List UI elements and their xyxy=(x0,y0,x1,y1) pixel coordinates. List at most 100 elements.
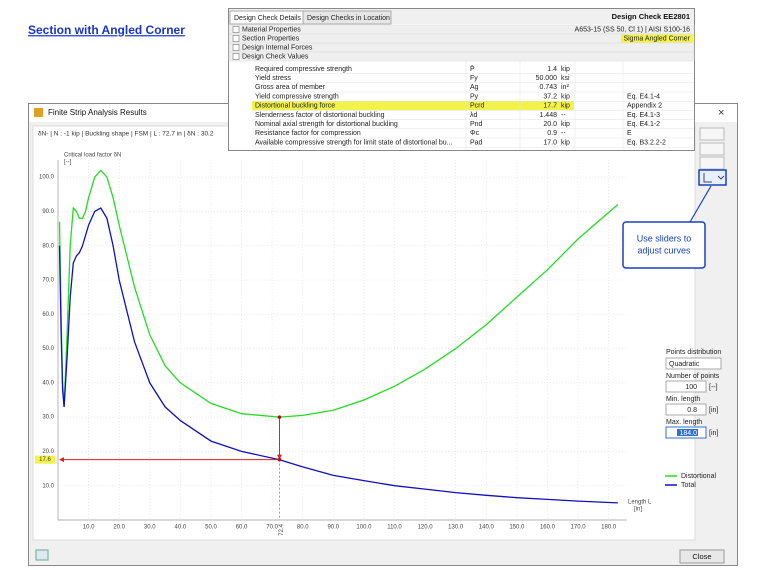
spinbox[interactable] xyxy=(665,403,707,416)
settings-panel: Points distribution Quadratic Number of … xyxy=(665,349,722,439)
row-unit: kip xyxy=(561,103,570,110)
y-tick-label: 10.0 xyxy=(42,483,54,489)
row-ref: Eq. E4.1-3 xyxy=(627,112,660,119)
x-tick-label: 90.0 xyxy=(327,525,339,531)
unit: [--] xyxy=(709,384,718,391)
y-tick-label: 30.0 xyxy=(42,415,54,421)
highlight xyxy=(252,101,574,111)
row-value: 20.0 xyxy=(543,121,557,128)
legend-label: Total xyxy=(681,482,696,489)
tool-icon xyxy=(703,173,725,183)
tab[interactable] xyxy=(302,10,392,25)
x-tick-label: 40.0 xyxy=(175,525,187,531)
spinbox-value: 0.8 xyxy=(687,407,697,414)
close-button-label: Close xyxy=(692,552,711,561)
row-symbol: Φc xyxy=(470,130,480,137)
row-name: Gross area of member xyxy=(255,84,326,91)
slider-button[interactable] xyxy=(698,169,727,186)
row-value: 17.7 xyxy=(543,103,557,110)
expander xyxy=(232,44,240,51)
spinbox-value: 100 xyxy=(685,384,697,391)
row-name: Yield compressive strength xyxy=(255,93,339,100)
expander xyxy=(232,53,240,60)
row-name: Distortional buckling force xyxy=(255,103,335,110)
x-tick-label: 20.0 xyxy=(113,525,125,531)
unit: [in] xyxy=(709,430,718,437)
y-tick-label: 100.0 xyxy=(39,175,55,181)
dropdown[interactable] xyxy=(665,357,722,370)
row-value: 37.2 xyxy=(543,93,557,100)
dropdown-value: Quadratic xyxy=(669,361,700,368)
tool-button[interactable] xyxy=(699,156,725,170)
row-unit: ksi xyxy=(561,75,570,82)
x-tick-label: 10.0 xyxy=(83,525,95,531)
row-value: 0.9 xyxy=(547,130,557,137)
row-value: 50.000 xyxy=(536,75,558,82)
label: Max. length xyxy=(666,419,702,426)
row-unit: in² xyxy=(561,84,569,91)
x-tick-label: 30.0 xyxy=(144,525,156,531)
row-symbol: Pnd xyxy=(470,121,483,128)
section-name: Section Properties xyxy=(242,35,300,42)
footer-icon[interactable] xyxy=(35,549,49,561)
spinbox[interactable] xyxy=(665,380,707,393)
x-tick-label: 80.0 xyxy=(297,525,309,531)
x-tick-label: 60.0 xyxy=(236,525,248,531)
marker-y-label: 17.6 xyxy=(39,457,51,463)
section-name: Material Properties xyxy=(242,26,301,33)
tab-label: Design Check Details xyxy=(234,15,301,22)
tab-label: Design Checks in Location xyxy=(307,15,390,22)
x-tick-label: 100.0 xyxy=(356,525,372,531)
row-value: 0.743 xyxy=(539,84,557,91)
section-note: Sigma Angled Corner xyxy=(623,35,690,42)
arrow-head xyxy=(59,457,64,463)
highlight xyxy=(621,34,693,43)
row-symbol: P̄ xyxy=(470,65,475,73)
row-unit: kip xyxy=(561,66,570,73)
section-name: Design Check Values xyxy=(242,53,309,60)
y-tick-label: 60.0 xyxy=(42,312,54,318)
window-title: Finite Strip Analysis Results xyxy=(48,108,147,117)
marker-point xyxy=(277,415,282,419)
marker-point xyxy=(277,457,282,462)
x-tick-label: 150.0 xyxy=(509,525,525,531)
y-tick-label: 20.0 xyxy=(42,449,54,455)
label: Number of points xyxy=(666,373,720,380)
row-unit: kip xyxy=(561,139,570,146)
row-name: Available compressive strength for limit… xyxy=(255,139,453,146)
callout-text: adjust curves xyxy=(637,245,691,255)
x-tick-label: 130.0 xyxy=(448,525,464,531)
row-ref: Eq. B3.2.2-2 xyxy=(627,139,666,146)
row-name: Yield stress xyxy=(255,75,291,82)
row-ref: E xyxy=(627,130,632,137)
callout-pointer xyxy=(689,185,712,223)
x-tick-label: 120.0 xyxy=(418,525,434,531)
row-unit: kip xyxy=(561,93,570,100)
section-note: A653-15 (SS 50, Cl 1) | AISI S100-16 xyxy=(575,26,691,33)
row-name: Slenderness factor of distortional buckl… xyxy=(255,112,385,119)
series-line xyxy=(58,169,619,418)
row-name: Required compressive strength xyxy=(255,66,352,73)
row-symbol: Pcrd xyxy=(470,103,485,110)
tool-button[interactable] xyxy=(699,127,725,141)
check-title: Design Check EE2801 xyxy=(612,12,690,21)
design-check-panel: Design Check Details Design Checks in Lo… xyxy=(228,8,695,151)
tool-button[interactable] xyxy=(699,142,725,156)
close-x[interactable]: × xyxy=(718,107,724,119)
callout-text: Use sliders to xyxy=(637,233,692,243)
marker-x-label: 72.4 xyxy=(279,523,285,535)
close-button[interactable] xyxy=(679,549,725,564)
y-tick-label: 40.0 xyxy=(42,380,54,386)
row-unit: -- xyxy=(561,130,566,137)
section-link[interactable]: Section with Angled Corner xyxy=(28,23,185,37)
section-name: Design Internal Forces xyxy=(242,44,313,51)
selection xyxy=(677,429,698,436)
arrow-head xyxy=(276,454,282,460)
y-axis-label: Critical load factor δN xyxy=(64,153,121,159)
row-symbol: Ag xyxy=(470,84,479,91)
app-icon xyxy=(34,108,43,117)
x-axis-label: Length L xyxy=(628,500,652,506)
legend-label: Distortional xyxy=(681,473,716,480)
unit: [in] xyxy=(709,407,718,414)
